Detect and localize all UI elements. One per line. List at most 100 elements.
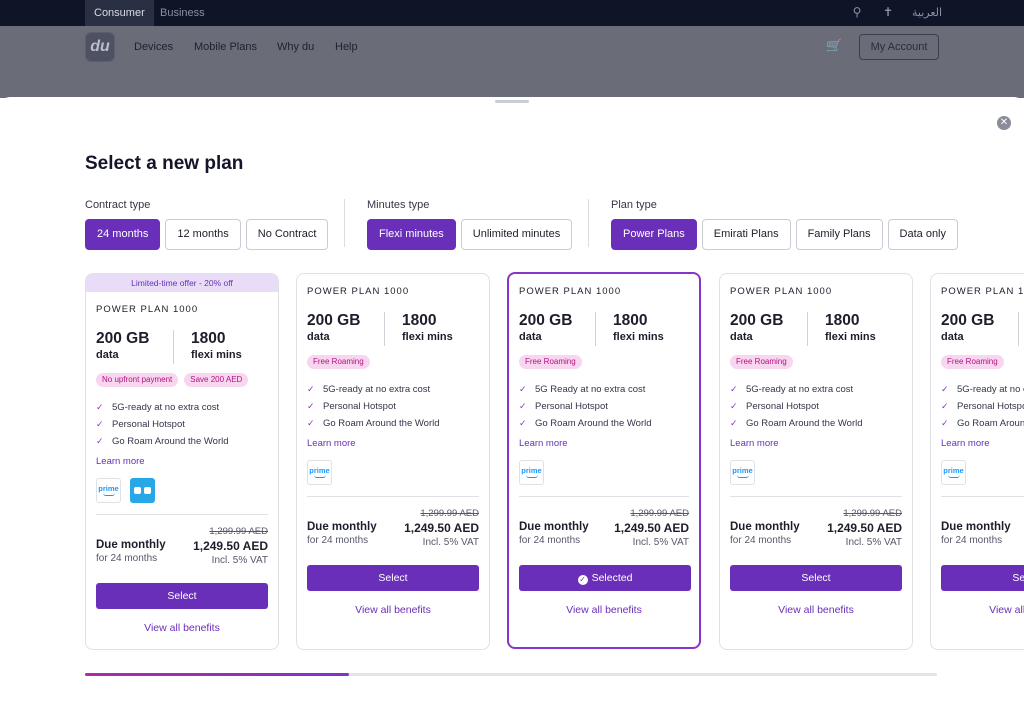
- plan-name: POWER PLAN 1000: [941, 286, 1024, 297]
- prime-video-icon: prime: [730, 460, 755, 485]
- feature-text: 5G-ready at no extra cost: [746, 384, 854, 395]
- divider: [519, 496, 689, 497]
- feature-text: Personal Hotspot: [535, 401, 608, 412]
- vat-note: Incl. 5% VAT: [422, 537, 479, 548]
- cart-icon[interactable]: 🛒: [826, 38, 843, 53]
- check-icon: ✓: [730, 401, 738, 411]
- data-label: data: [941, 331, 964, 343]
- learn-more-link[interactable]: Learn more: [730, 438, 779, 449]
- my-account-button[interactable]: My Account: [859, 34, 939, 60]
- select-plan-button[interactable]: Select: [941, 565, 1024, 591]
- check-icon: ✓: [96, 436, 104, 446]
- nav-why-du[interactable]: Why du: [277, 41, 315, 53]
- plan-card[interactable]: Limited-time offer - 20% off POWER PLAN 1…: [85, 273, 279, 650]
- view-all-benefits-link[interactable]: View all benefits: [144, 622, 220, 634]
- check-icon: ✓: [96, 419, 104, 429]
- minutes-label: flexi mins: [402, 331, 453, 343]
- learn-more-link[interactable]: Learn more: [96, 456, 145, 467]
- select-plan-button[interactable]: ✓ Selected: [519, 565, 691, 591]
- feature-item: ✓ 5G Ready at no extra cost: [519, 383, 689, 400]
- close-icon[interactable]: ✕: [997, 116, 1011, 130]
- contract-term: for 24 months: [307, 535, 369, 546]
- du-logo[interactable]: du: [85, 32, 115, 62]
- feature-text: Go Roam Around the World: [957, 418, 1024, 429]
- view-all-benefits-link[interactable]: View all benefits: [566, 604, 642, 616]
- feature-text: 5G Ready at no extra cost: [535, 384, 646, 395]
- data-amount: 200 GB: [730, 312, 784, 329]
- divider: [941, 496, 1024, 497]
- feature-item: ✓ Personal Hotspot: [307, 400, 479, 417]
- due-monthly-label: Due monthly: [96, 539, 166, 551]
- language-link[interactable]: العربية: [912, 7, 943, 19]
- view-all-benefits-link[interactable]: View all benefits: [778, 604, 854, 616]
- filter-power-plans[interactable]: Power Plans: [611, 219, 697, 250]
- filter-label: Contract type: [85, 199, 151, 211]
- prime-video-icon: prime: [307, 460, 332, 485]
- accessibility-icon[interactable]: ✝: [882, 5, 894, 19]
- filter-unlimited-minutes[interactable]: Unlimited minutes: [460, 219, 573, 250]
- feature-item: ✓ Go Roam Around the World: [941, 417, 1024, 434]
- filter-24-months[interactable]: 24 months: [85, 219, 161, 250]
- nav-devices[interactable]: Devices: [134, 41, 174, 53]
- feature-item: ✓ Go Roam Around the World: [519, 417, 689, 434]
- search-icon[interactable]: ⚲: [852, 5, 862, 19]
- check-icon: ✓: [307, 401, 315, 411]
- monthly-price: 1,249.50 AED: [404, 521, 479, 535]
- carousel-scroll-thumb[interactable]: [85, 673, 350, 676]
- plan-name: POWER PLAN 1000: [519, 286, 622, 297]
- nav-mobile-plans[interactable]: Mobile Plans: [194, 41, 257, 53]
- data-label: data: [730, 331, 753, 343]
- filter-divider: [344, 199, 345, 247]
- old-price: 1,299.99 AED: [209, 526, 268, 537]
- feature-text: 5G-ready at no extra cost: [112, 402, 220, 413]
- minutes-amount: 1800: [191, 330, 226, 347]
- feature-text: Personal Hotspot: [746, 401, 819, 412]
- carousel-scrollbar[interactable]: [85, 673, 937, 676]
- filter-family-plans[interactable]: Family Plans: [795, 219, 883, 250]
- monthly-price: 1,249.50 AED: [193, 539, 268, 553]
- minutes-label: flexi mins: [825, 331, 876, 343]
- old-price: 1,299.99 AED: [420, 508, 479, 519]
- minutes-label: flexi mins: [191, 349, 242, 361]
- filter-flexi-minutes[interactable]: Flexi minutes: [367, 219, 456, 250]
- filter-label: Minutes type: [367, 199, 430, 211]
- data-label: data: [96, 349, 119, 361]
- filter-data-only[interactable]: Data only: [887, 219, 959, 250]
- due-monthly-label: Due monthly: [941, 521, 1011, 533]
- minutes-amount: 1800: [613, 312, 648, 329]
- feature-item: ✓ Personal Hotspot: [941, 400, 1024, 417]
- filter-12-months[interactable]: 12 months: [165, 219, 241, 250]
- view-all-benefits-link[interactable]: View all benefits: [989, 604, 1024, 616]
- drag-handle[interactable]: [495, 100, 529, 103]
- due-monthly-label: Due monthly: [519, 521, 589, 533]
- filter-emirati-plans[interactable]: Emirati Plans: [701, 219, 791, 250]
- old-price: 1,299.99 AED: [630, 508, 689, 519]
- vat-note: Incl. 5% VAT: [845, 537, 902, 548]
- top-bar: Consumer Business ⚲ ✝ العربية: [0, 0, 1024, 26]
- feature-text: Personal Hotspot: [323, 401, 396, 412]
- select-plan-button[interactable]: Select: [307, 565, 479, 591]
- old-price: 1,299.99 AED: [843, 508, 902, 519]
- learn-more-link[interactable]: Learn more: [941, 438, 990, 449]
- plan-name: POWER PLAN 1000: [307, 286, 410, 297]
- select-plan-button[interactable]: Select: [96, 583, 268, 609]
- learn-more-link[interactable]: Learn more: [307, 438, 356, 449]
- select-button-label: Select: [378, 572, 408, 584]
- nav-help[interactable]: Help: [335, 41, 358, 53]
- select-plan-modal: ✕ Select a new plan Contract type 24 mon…: [0, 97, 1024, 728]
- learn-more-link[interactable]: Learn more: [519, 438, 568, 449]
- select-button-label: Select: [1012, 572, 1024, 584]
- business-tab[interactable]: Business: [160, 7, 205, 19]
- feature-item: ✓ Personal Hotspot: [730, 400, 902, 417]
- feature-text: Go Roam Around the World: [535, 418, 652, 429]
- filter-no-contract[interactable]: No Contract: [245, 219, 329, 250]
- view-all-benefits-link[interactable]: View all benefits: [355, 604, 431, 616]
- consumer-tab[interactable]: Consumer: [85, 0, 154, 26]
- prime-video-icon: prime: [96, 478, 121, 503]
- select-plan-button[interactable]: Select: [730, 565, 902, 591]
- feature-item: ✓ Personal Hotspot: [96, 418, 268, 435]
